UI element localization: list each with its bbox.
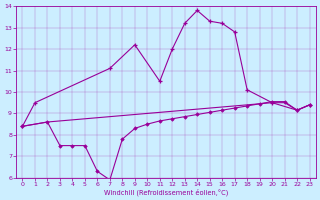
X-axis label: Windchill (Refroidissement éolien,°C): Windchill (Refroidissement éolien,°C) xyxy=(104,188,228,196)
